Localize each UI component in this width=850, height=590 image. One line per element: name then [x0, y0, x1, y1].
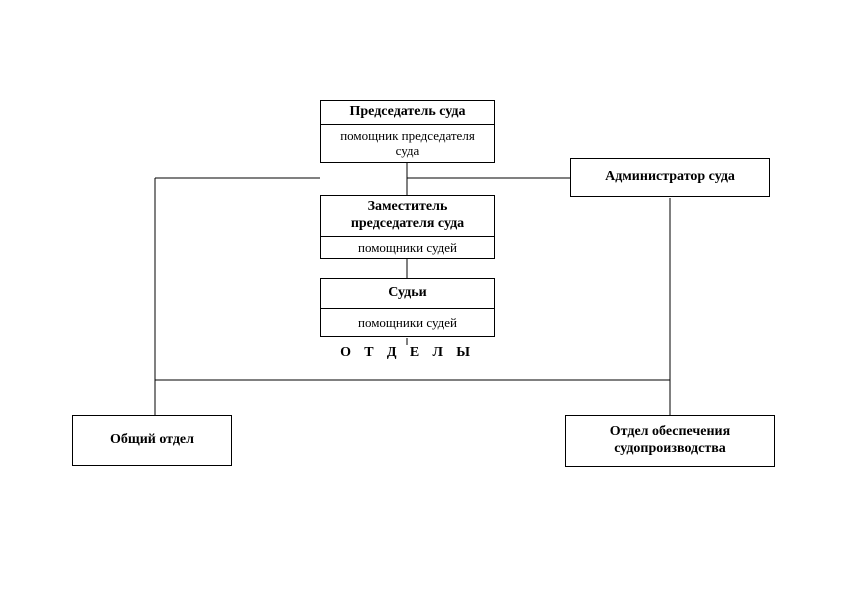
node-admin: Администратор суда: [570, 158, 770, 197]
admin-title: Администратор суда: [571, 159, 769, 196]
deputy-sub: помощники судей: [321, 236, 494, 259]
chairman-sub: помощник председателя суда: [321, 124, 494, 162]
node-judges: Судьи помощники судей: [320, 278, 495, 337]
node-general-dept: Общий отдел: [72, 415, 232, 466]
judges-title: Судьи: [321, 279, 494, 308]
node-deputy: Заместитель председателя суда помощники …: [320, 195, 495, 259]
section-label-departments: О Т Д Е Л Ы: [320, 345, 495, 361]
node-proceedings-dept: Отдел обеспечения судопроизводства: [565, 415, 775, 467]
org-chart-canvas: Председатель суда помощник председателя …: [0, 0, 850, 590]
judges-sub: помощники судей: [321, 308, 494, 337]
node-chairman: Председатель суда помощник председателя …: [320, 100, 495, 163]
proceedings-dept-title: Отдел обеспечения судопроизводства: [566, 416, 774, 466]
deputy-title: Заместитель председателя суда: [321, 196, 494, 236]
general-dept-title: Общий отдел: [73, 416, 231, 465]
chairman-title: Председатель суда: [321, 101, 494, 124]
